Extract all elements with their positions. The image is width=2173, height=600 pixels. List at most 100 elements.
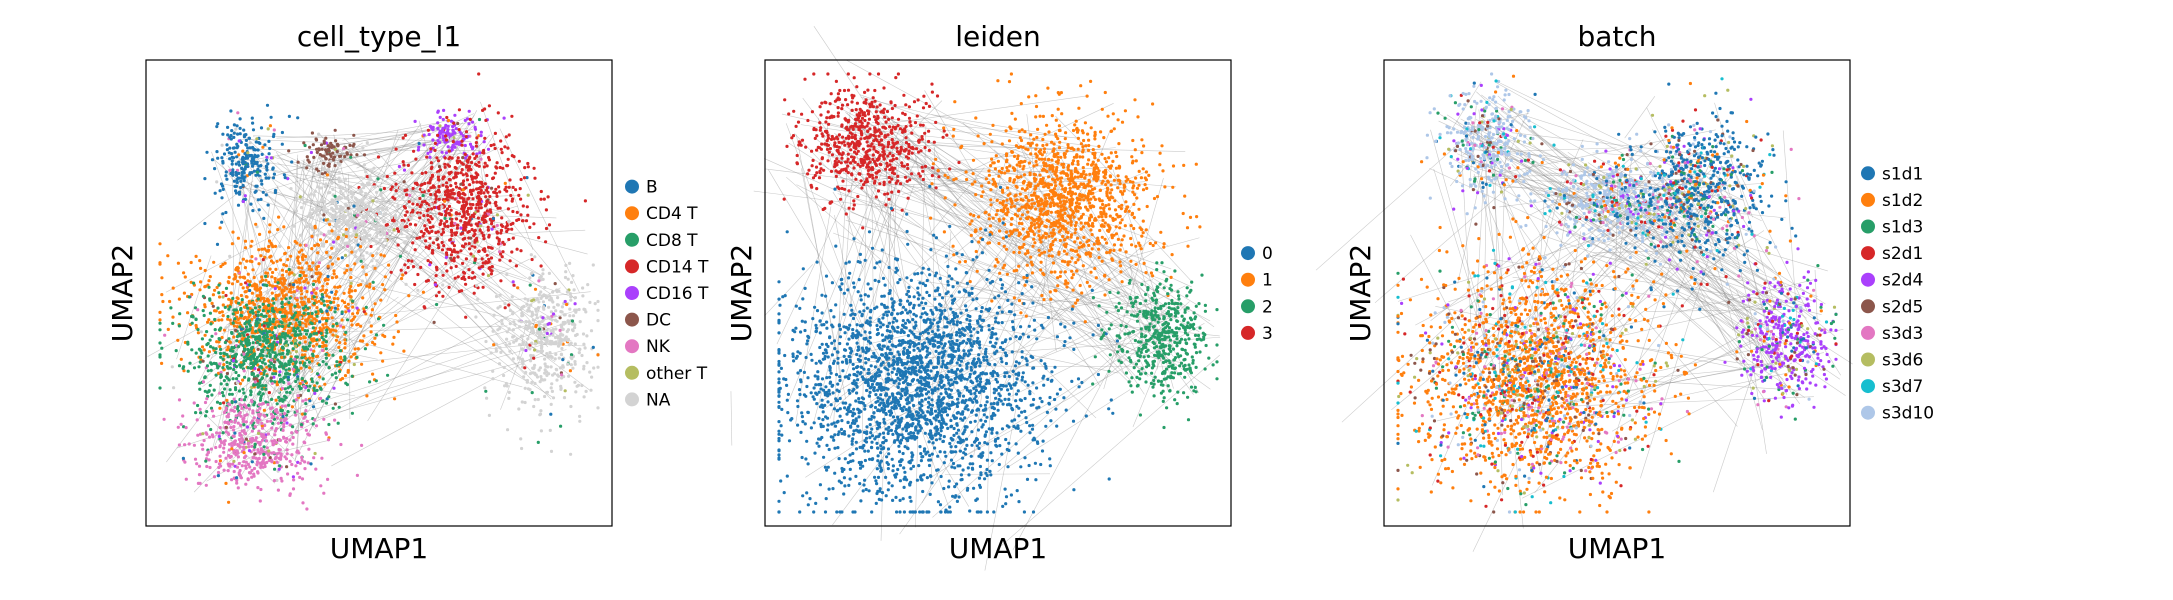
cell-point — [216, 306, 220, 310]
cell-point — [310, 131, 314, 135]
cell-point — [422, 305, 426, 309]
cell-point — [241, 378, 245, 382]
cell-point — [564, 335, 568, 339]
cell-point — [215, 242, 220, 246]
cell-point — [230, 129, 234, 133]
cell-point — [294, 413, 298, 417]
cell-point — [325, 299, 329, 303]
cell-point — [566, 277, 570, 281]
cell-point — [583, 199, 588, 203]
cell-point — [503, 181, 507, 185]
cell-point — [236, 421, 240, 425]
cell-point — [492, 313, 496, 317]
cell-point — [267, 303, 271, 307]
cell-point — [448, 213, 452, 217]
cell-point — [334, 329, 338, 333]
cell-point — [395, 320, 399, 324]
cell-point — [214, 347, 218, 351]
cell-point — [283, 375, 287, 379]
cell-point — [468, 142, 473, 146]
cell-point — [254, 173, 258, 177]
cell-point — [363, 347, 367, 351]
cell-point — [273, 188, 278, 193]
cell-point — [405, 193, 409, 197]
cell-point — [177, 364, 182, 368]
cell-point — [273, 354, 277, 359]
cell-point — [550, 382, 554, 386]
cell-point — [334, 290, 338, 294]
neighbor-edge — [258, 119, 448, 182]
cell-point — [447, 157, 451, 161]
cell-point — [263, 456, 267, 460]
cell-point — [429, 149, 433, 154]
cell-point — [463, 225, 467, 229]
cell-point — [332, 240, 336, 244]
cell-point — [441, 183, 445, 187]
cell-point — [303, 201, 307, 205]
cell-point — [237, 461, 241, 466]
cell-point — [457, 128, 461, 132]
cell-point — [282, 422, 286, 426]
cell-point — [411, 202, 415, 206]
cell-point — [211, 304, 215, 308]
cell-point — [370, 259, 374, 263]
cell-point — [452, 130, 456, 134]
cell-point — [258, 378, 262, 383]
cell-point — [299, 332, 303, 336]
cell-point — [290, 462, 294, 467]
cell-point — [311, 143, 315, 147]
cell-point — [194, 254, 198, 258]
cell-point — [547, 355, 551, 359]
cell-point — [287, 114, 291, 118]
cell-point — [239, 308, 243, 312]
cell-point — [316, 251, 320, 255]
cell-point — [332, 269, 336, 273]
cell-point — [464, 216, 468, 220]
cell-point — [324, 356, 328, 360]
cell-point — [227, 442, 232, 446]
cell-point — [168, 299, 172, 304]
cell-point — [208, 275, 212, 279]
cell-point — [310, 291, 314, 295]
cell-point — [296, 368, 300, 372]
cell-point — [547, 223, 552, 227]
cell-point — [298, 475, 302, 479]
cell-point — [567, 374, 571, 378]
cell-point — [483, 136, 487, 140]
cell-point — [232, 277, 236, 281]
cell-point — [296, 377, 300, 381]
cell-point — [196, 328, 200, 332]
cell-point — [255, 137, 259, 141]
cell-point — [530, 341, 534, 345]
cell-point — [245, 259, 249, 263]
cell-point — [554, 327, 558, 331]
cell-point — [450, 230, 454, 234]
cell-point — [332, 300, 336, 304]
cell-point — [219, 182, 224, 186]
cell-point — [444, 123, 448, 127]
cell-point — [512, 155, 516, 159]
cell-point — [425, 201, 429, 206]
cell-point — [464, 186, 468, 190]
cell-point — [306, 306, 310, 310]
cell-point — [243, 348, 247, 352]
cell-point — [521, 204, 525, 208]
cell-point — [470, 120, 475, 124]
cell-point — [304, 324, 308, 328]
cell-point — [559, 424, 563, 428]
cell-point — [230, 242, 234, 246]
cell-point — [244, 154, 249, 158]
neighbor-edge — [232, 339, 562, 433]
cell-point — [515, 210, 519, 214]
legend-label: CD14 T — [646, 257, 709, 277]
cell-point — [324, 347, 328, 351]
cell-point — [584, 389, 588, 393]
cell-point — [218, 431, 222, 435]
cell-point — [405, 229, 409, 233]
cell-point — [231, 146, 235, 150]
cell-point — [331, 353, 335, 357]
cell-point — [488, 194, 492, 199]
cell-point — [337, 405, 341, 409]
cell-point — [302, 311, 306, 315]
cell-point — [320, 293, 324, 297]
